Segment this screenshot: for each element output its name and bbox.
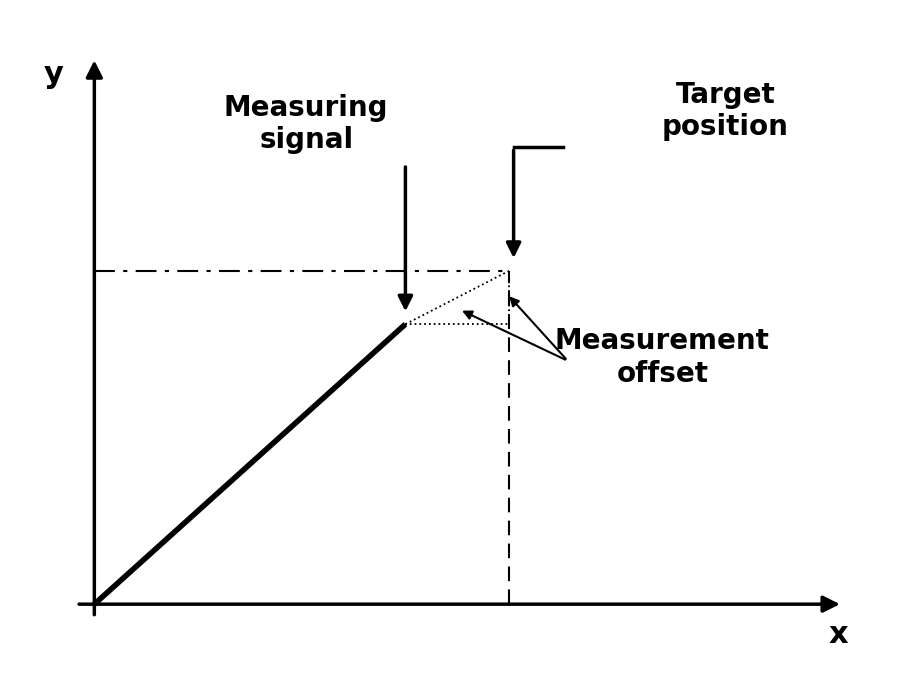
Text: Measurement
offset: Measurement offset [555, 327, 770, 387]
Text: y: y [44, 59, 64, 88]
Text: Measuring
signal: Measuring signal [224, 94, 389, 155]
Text: Target
position: Target position [662, 80, 789, 141]
Text: x: x [828, 620, 848, 649]
